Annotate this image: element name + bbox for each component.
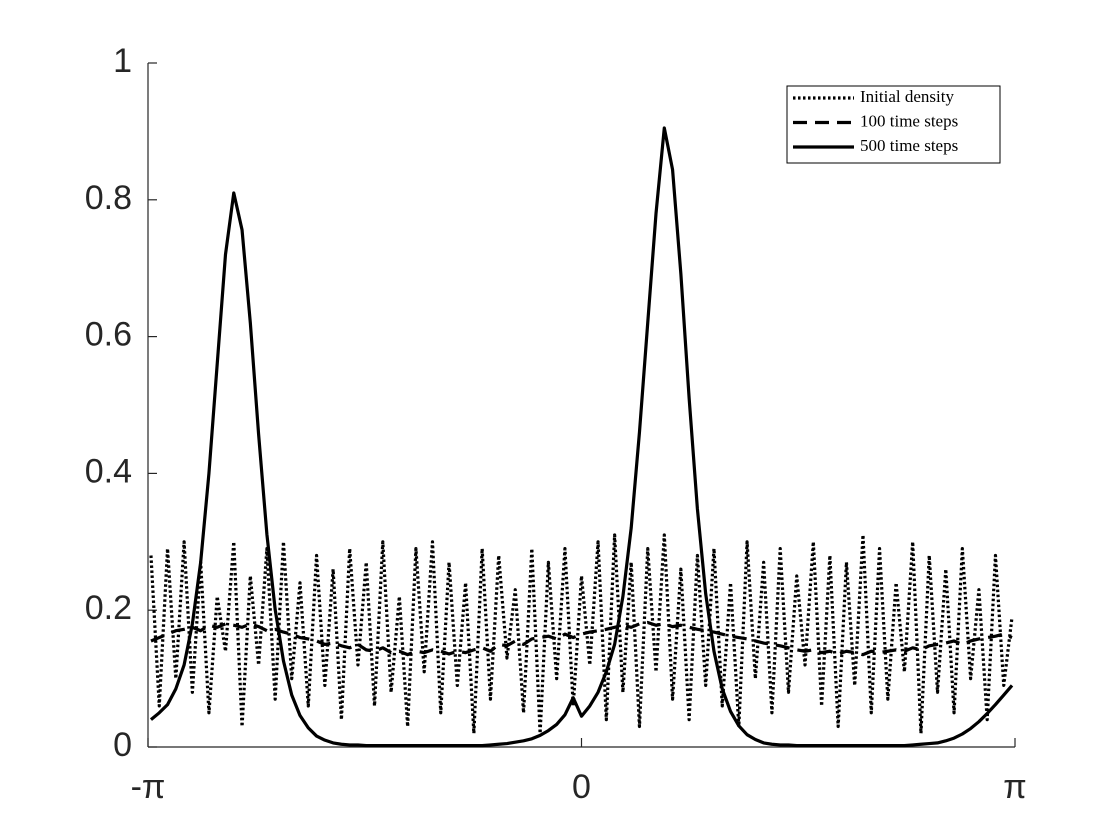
y-tick-label: 1: [113, 42, 132, 80]
legend-label: 100 time steps: [860, 111, 958, 130]
legend-box: [786, 85, 1001, 164]
x-tick-label: -π: [131, 768, 166, 806]
x-tick-label: π: [1003, 768, 1026, 806]
line-series: [149, 126, 1014, 748]
x-tick-label: 0: [572, 768, 591, 806]
y-tick-label: 0.6: [85, 316, 132, 354]
y-tick-label: 0.8: [85, 179, 132, 217]
line-series: [150, 620, 1013, 657]
y-tick-label: 0: [113, 726, 132, 764]
y-tick-label: 0.4: [85, 452, 132, 490]
y-tick-label: 0.2: [85, 589, 132, 627]
legend-label: Initial density: [860, 87, 954, 106]
legend-label: 500 time steps: [860, 136, 958, 155]
